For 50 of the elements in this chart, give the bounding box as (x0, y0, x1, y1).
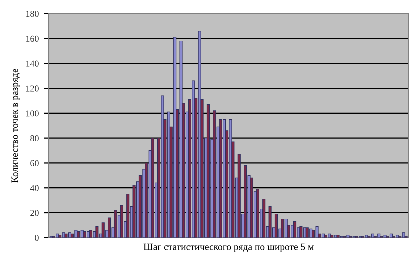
x-axis-title: Шаг статистического ряда по широте 5 м (144, 244, 314, 252)
bar (120, 205, 124, 238)
bar (151, 138, 154, 238)
bar (330, 235, 334, 238)
bar (268, 206, 272, 238)
bar (64, 234, 68, 238)
y-tick-label: 20 (30, 210, 39, 216)
bar (58, 235, 62, 238)
y-tick-label: 120 (26, 86, 39, 92)
y-tick-label: 40 (30, 185, 39, 192)
bar (244, 165, 248, 238)
bar (180, 40, 183, 238)
bar (306, 228, 309, 238)
bar (336, 235, 340, 238)
y-tick-label: 80 (30, 135, 39, 142)
bar (294, 221, 297, 238)
bar (250, 178, 254, 238)
y-tick-label: 0 (35, 235, 39, 242)
y-tick-label: 180 (26, 11, 39, 18)
bar (108, 218, 112, 238)
bar (281, 218, 284, 238)
bar (384, 235, 387, 238)
bar (96, 226, 99, 238)
bar (213, 110, 216, 238)
bar (316, 226, 319, 238)
y-tick-label: 100 (26, 110, 39, 117)
bar (89, 230, 93, 238)
bar (206, 104, 210, 238)
bar (324, 235, 328, 238)
bar (312, 230, 316, 238)
bar (102, 222, 105, 238)
bar (274, 214, 278, 238)
bar (365, 235, 368, 238)
bar (300, 226, 303, 238)
bar (77, 231, 80, 238)
bar (262, 199, 266, 238)
bar (126, 194, 130, 238)
y-tick-label: 140 (26, 60, 39, 67)
bar (219, 119, 222, 238)
bar (256, 189, 260, 238)
bar (346, 235, 350, 238)
y-tick-label: 160 (26, 36, 39, 42)
y-axis-title: Количество точек в разряде (12, 69, 20, 183)
bar (238, 154, 241, 238)
bar (132, 185, 136, 238)
bar (402, 232, 406, 238)
bar (83, 231, 86, 238)
bar (62, 232, 66, 238)
bar (114, 210, 118, 238)
y-tick-label: 60 (30, 160, 39, 166)
